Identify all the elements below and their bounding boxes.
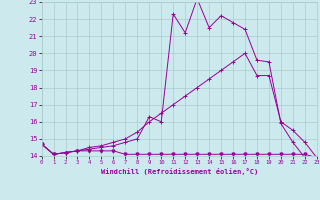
X-axis label: Windchill (Refroidissement éolien,°C): Windchill (Refroidissement éolien,°C) — [100, 168, 258, 175]
